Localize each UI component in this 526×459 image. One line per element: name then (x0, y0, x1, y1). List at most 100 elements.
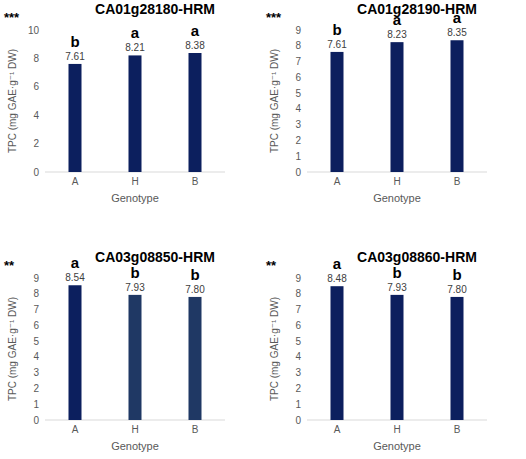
y-axis-label: TPC (mg GAE·g⁻¹ DW) (269, 49, 280, 153)
y-tick (43, 30, 45, 31)
y-tick (305, 172, 307, 173)
y-tick-label: 0 (295, 415, 301, 426)
y-tick (43, 404, 45, 405)
significance-letter: a (71, 254, 80, 271)
x-axis-label: Genotype (373, 192, 421, 204)
y-tick-label: 7 (295, 56, 301, 67)
y-tick (305, 156, 307, 157)
y-tick (305, 420, 307, 421)
y-tick-label: 2 (295, 383, 301, 394)
y-tick (305, 309, 307, 310)
chart-panel: CA03g08860-HRM**TPC (mg GAE·g⁻¹ DW)Genot… (266, 249, 487, 452)
y-axis-label: TPC (mg GAE·g⁻¹ DW) (269, 297, 280, 401)
y-tick (305, 108, 307, 109)
bar (331, 286, 344, 420)
chart-panel: CA01g28180-HRM***TPC (mg GAE·g⁻¹ DW)Geno… (4, 1, 225, 204)
data-label: 8.21 (125, 42, 145, 53)
y-tick (43, 115, 45, 116)
bar (189, 53, 202, 172)
x-tick-label: A (72, 176, 79, 187)
bars (331, 40, 464, 172)
y-tick (305, 341, 307, 342)
x-tick-label: B (192, 176, 199, 187)
chart-title: CA03g08850-HRM (95, 249, 215, 265)
data-label: 7.80 (185, 284, 205, 295)
data-label: 8.35 (447, 27, 467, 38)
y-tick-label: 1 (295, 399, 301, 410)
y-tick (43, 58, 45, 59)
bar (69, 64, 82, 172)
y-tick-label: 2 (295, 135, 301, 146)
y-tick (43, 143, 45, 144)
x-tick-label: A (334, 424, 341, 435)
chart-title: CA01g28180-HRM (95, 1, 215, 17)
bar (69, 285, 82, 420)
y-tick (43, 388, 45, 389)
x-tick-label: H (131, 176, 138, 187)
significance-letter: b (190, 266, 199, 283)
y-tick-label: 3 (33, 367, 39, 378)
bar (331, 52, 344, 172)
y-tick-label: 6 (33, 81, 39, 92)
y-tick-label: 8 (295, 288, 301, 299)
y-tick-label: 9 (295, 273, 301, 284)
y-tick (43, 278, 45, 279)
x-tick-label: H (393, 176, 400, 187)
y-tick (43, 420, 45, 421)
bars (69, 285, 202, 420)
data-label: 8.38 (185, 40, 205, 51)
y-axis-label: TPC (mg GAE·g⁻¹ DW) (7, 49, 18, 153)
significance: *** (4, 10, 20, 25)
y-tick (43, 293, 45, 294)
y-tick (305, 93, 307, 94)
significance-letter: a (131, 24, 140, 41)
y-tick-label: 1 (33, 399, 39, 410)
figure: CA01g28180-HRM *** TPC (mg GAE·g⁻¹ DW) Geno… (0, 0, 526, 459)
y-tick-label: 7 (33, 304, 39, 315)
y-tick-label: 0 (33, 415, 39, 426)
x-tick-label: A (72, 424, 79, 435)
y-tick (43, 372, 45, 373)
y-tick (43, 309, 45, 310)
bar (129, 55, 142, 172)
y-tick (305, 293, 307, 294)
significance-letter: b (130, 264, 139, 281)
y-tick-label: 0 (295, 167, 301, 178)
y-tick-label: 9 (33, 273, 39, 284)
bar (129, 295, 142, 420)
y-tick-label: 2 (33, 138, 39, 149)
y-tick (305, 278, 307, 279)
significance-letter: a (453, 9, 462, 26)
y-tick-label: 8 (33, 53, 39, 64)
y-tick (305, 388, 307, 389)
y-tick-label: 6 (295, 320, 301, 331)
y-tick (43, 356, 45, 357)
data-label: 7.93 (125, 282, 145, 293)
y-tick (305, 61, 307, 62)
y-tick-label: 6 (33, 320, 39, 331)
chart-panel: CA03g08850-HRM**TPC (mg GAE·g⁻¹ DW)Genot… (4, 249, 225, 452)
y-tick (43, 172, 45, 173)
bar (391, 295, 404, 420)
y-tick (305, 372, 307, 373)
y-tick-label: 3 (295, 367, 301, 378)
y-tick-label: 1 (295, 151, 301, 162)
y-tick-label: 8 (33, 288, 39, 299)
significance-letter: b (452, 266, 461, 283)
y-tick (43, 325, 45, 326)
x-axis-label: Genotype (373, 440, 421, 452)
significance: ** (4, 258, 15, 273)
y-tick-label: 5 (295, 88, 301, 99)
significance-letter: b (70, 33, 79, 50)
data-label: 8.48 (327, 273, 347, 284)
significance-letter: a (393, 11, 402, 28)
data-label: 7.93 (387, 282, 407, 293)
y-tick-label: 10 (28, 25, 40, 36)
y-tick (305, 45, 307, 46)
x-tick-label: B (454, 424, 461, 435)
y-tick (305, 325, 307, 326)
bar (189, 297, 202, 420)
y-tick (305, 124, 307, 125)
bars (331, 286, 464, 420)
y-tick (43, 341, 45, 342)
